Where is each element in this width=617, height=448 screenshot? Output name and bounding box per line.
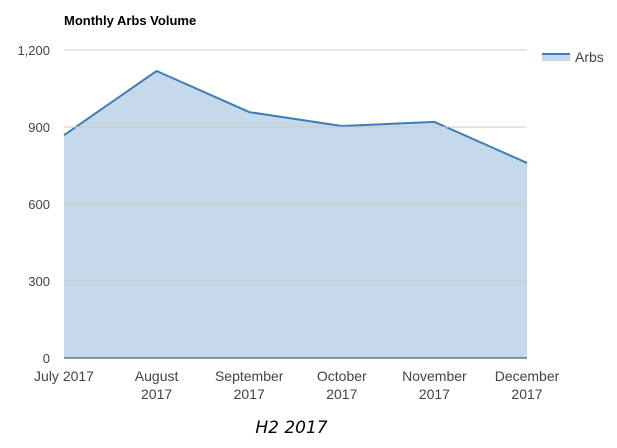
x-tick-label: September 2017 <box>215 368 284 402</box>
y-tick-label: 300 <box>28 274 50 289</box>
x-tick-label: August 2017 <box>135 368 179 402</box>
area-fill-0 <box>64 71 527 358</box>
chart-caption: H2 2017 <box>255 418 328 438</box>
y-tick-label: 600 <box>28 197 50 212</box>
y-axis-ticks: 0 300 600 900 1,200 <box>17 43 50 366</box>
x-tick-label: December 2017 <box>495 368 560 402</box>
legend: Arbs <box>542 49 604 65</box>
x-tick-label: October 2017 <box>317 368 367 402</box>
y-tick-label: 0 <box>43 351 50 366</box>
x-tick-label: July 2017 <box>34 368 94 384</box>
chart-title: Monthly Arbs Volume <box>64 13 196 28</box>
legend-swatch-fill <box>542 53 570 61</box>
y-tick-label: 900 <box>28 120 50 135</box>
gridlines <box>64 49 527 359</box>
series-line-0 <box>63 70 528 164</box>
y-tick-label: 1,200 <box>17 43 50 58</box>
legend-label: Arbs <box>575 49 604 65</box>
plot-area <box>63 70 528 358</box>
x-tick-label: November 2017 <box>402 368 467 402</box>
x-axis-ticks: July 2017 August 2017 September 2017 October 2… <box>34 368 560 402</box>
